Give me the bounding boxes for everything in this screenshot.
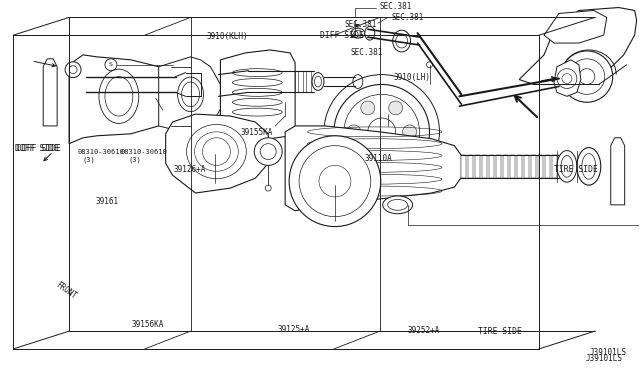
Text: DIFF SIDE: DIFF SIDE — [17, 144, 61, 153]
Ellipse shape — [202, 74, 218, 95]
Text: SEC.381: SEC.381 — [351, 48, 383, 57]
Circle shape — [561, 51, 612, 102]
Circle shape — [361, 101, 375, 115]
Text: 39156KA: 39156KA — [132, 320, 164, 329]
Text: 3910(KLH): 3910(KLH) — [207, 32, 248, 41]
Ellipse shape — [99, 69, 139, 124]
Circle shape — [289, 136, 381, 227]
Text: FRONT: FRONT — [54, 280, 77, 301]
Text: (3): (3) — [83, 157, 96, 163]
FancyBboxPatch shape — [483, 154, 487, 178]
FancyBboxPatch shape — [131, 77, 136, 92]
FancyBboxPatch shape — [250, 71, 255, 92]
Circle shape — [403, 125, 417, 139]
Text: 3910(LH): 3910(LH) — [394, 73, 431, 82]
FancyBboxPatch shape — [107, 77, 112, 92]
Ellipse shape — [223, 83, 234, 105]
Ellipse shape — [105, 77, 133, 116]
Circle shape — [388, 101, 403, 115]
FancyBboxPatch shape — [306, 71, 311, 92]
Ellipse shape — [383, 196, 413, 214]
Circle shape — [69, 66, 77, 74]
FancyBboxPatch shape — [538, 154, 543, 178]
Ellipse shape — [353, 75, 363, 89]
FancyBboxPatch shape — [298, 71, 303, 92]
Text: TIRE SIDE: TIRE SIDE — [478, 327, 522, 336]
Ellipse shape — [577, 148, 601, 185]
Circle shape — [361, 149, 375, 163]
Text: 39125+A: 39125+A — [277, 325, 309, 334]
FancyBboxPatch shape — [91, 77, 96, 92]
Text: 39252+A: 39252+A — [408, 327, 440, 336]
FancyBboxPatch shape — [274, 71, 279, 92]
Text: 39155KA: 39155KA — [241, 128, 273, 137]
Ellipse shape — [312, 73, 324, 90]
Text: DIFF SIDE: DIFF SIDE — [15, 144, 60, 153]
FancyBboxPatch shape — [123, 77, 128, 92]
FancyBboxPatch shape — [266, 71, 271, 92]
Ellipse shape — [557, 151, 577, 182]
Ellipse shape — [182, 82, 200, 107]
Text: 08310-30610: 08310-30610 — [121, 148, 168, 155]
Ellipse shape — [393, 30, 411, 52]
Text: 39126+A: 39126+A — [173, 165, 206, 174]
Polygon shape — [220, 50, 295, 139]
Polygon shape — [611, 138, 625, 205]
Text: 08310-30610: 08310-30610 — [78, 149, 125, 155]
Text: SEC.381: SEC.381 — [392, 13, 424, 22]
Polygon shape — [544, 10, 607, 43]
Text: TIRE SIDE: TIRE SIDE — [554, 165, 598, 174]
FancyBboxPatch shape — [163, 77, 168, 92]
Ellipse shape — [314, 76, 321, 87]
Text: SEC.381: SEC.381 — [380, 2, 412, 11]
Text: DIFF SIDE: DIFF SIDE — [320, 31, 364, 41]
Ellipse shape — [351, 28, 365, 38]
FancyBboxPatch shape — [461, 154, 467, 178]
Text: 39161: 39161 — [96, 197, 119, 206]
FancyBboxPatch shape — [510, 154, 515, 178]
Text: J39101LS: J39101LS — [586, 355, 623, 363]
FancyBboxPatch shape — [524, 154, 529, 178]
Circle shape — [426, 62, 433, 68]
FancyBboxPatch shape — [496, 154, 501, 178]
FancyBboxPatch shape — [147, 77, 152, 92]
Text: S: S — [109, 62, 113, 67]
Text: (3): (3) — [129, 156, 141, 163]
Polygon shape — [519, 7, 637, 84]
FancyBboxPatch shape — [476, 154, 480, 178]
FancyBboxPatch shape — [282, 71, 287, 92]
Polygon shape — [44, 59, 57, 126]
Polygon shape — [69, 55, 171, 144]
Polygon shape — [166, 114, 268, 193]
FancyBboxPatch shape — [517, 154, 522, 178]
Polygon shape — [285, 126, 461, 211]
Circle shape — [254, 138, 282, 166]
FancyBboxPatch shape — [503, 154, 508, 178]
Circle shape — [347, 125, 361, 139]
Circle shape — [388, 149, 403, 163]
Polygon shape — [554, 60, 581, 96]
FancyBboxPatch shape — [259, 71, 263, 92]
FancyBboxPatch shape — [99, 77, 104, 92]
FancyBboxPatch shape — [489, 154, 494, 178]
Circle shape — [65, 62, 81, 78]
FancyBboxPatch shape — [290, 71, 295, 92]
Circle shape — [265, 185, 271, 191]
FancyBboxPatch shape — [468, 154, 474, 178]
Text: 39110A: 39110A — [365, 154, 392, 163]
Text: J39101LS: J39101LS — [589, 348, 627, 357]
Ellipse shape — [365, 26, 375, 40]
Polygon shape — [159, 57, 220, 134]
FancyBboxPatch shape — [115, 77, 120, 92]
FancyBboxPatch shape — [139, 77, 144, 92]
FancyBboxPatch shape — [552, 154, 557, 178]
Circle shape — [334, 84, 429, 179]
Ellipse shape — [178, 77, 204, 112]
FancyBboxPatch shape — [155, 77, 160, 92]
FancyBboxPatch shape — [531, 154, 536, 178]
Text: SEC.381: SEC.381 — [344, 20, 376, 29]
FancyBboxPatch shape — [545, 154, 550, 178]
